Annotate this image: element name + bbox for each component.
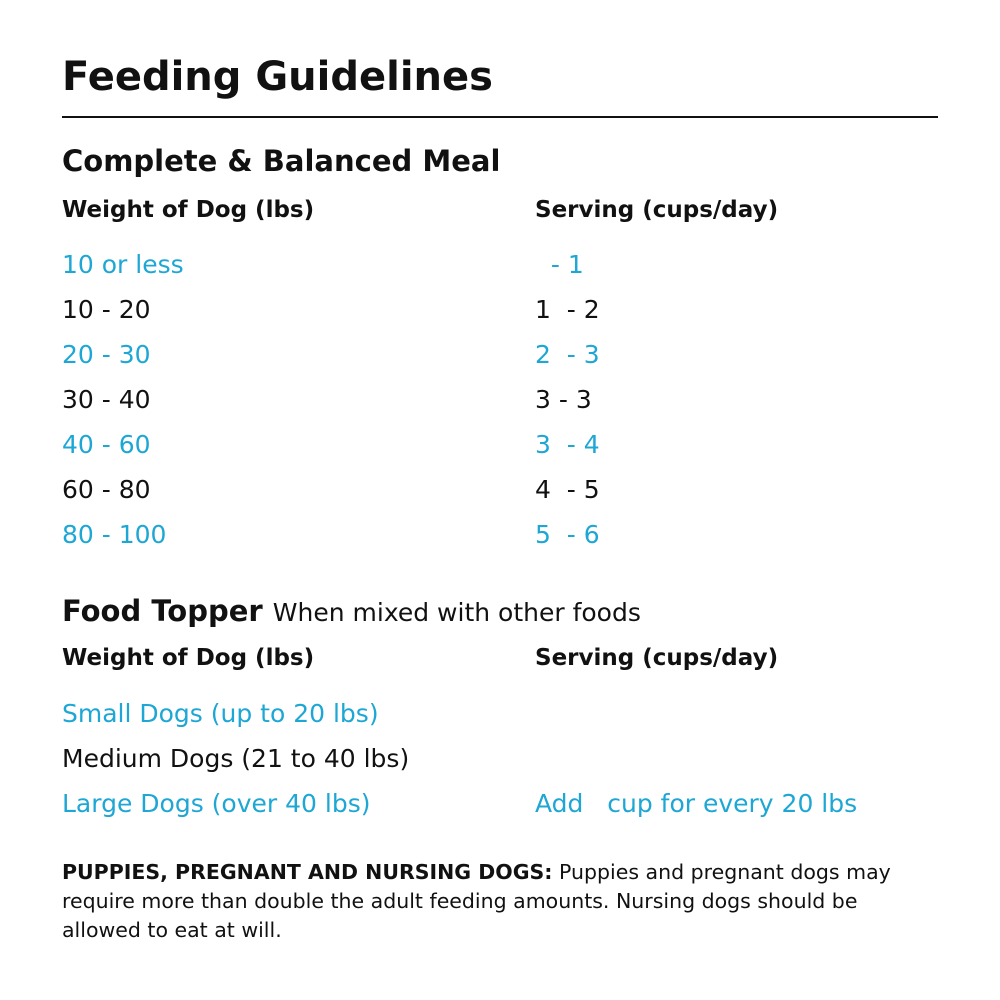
- topper-col-weight: Weight of Dog (lbs): [62, 645, 315, 671]
- meal-row-serving: 2 - 3: [535, 340, 600, 369]
- footnote-text: Puppies and pregnant dogs may require mo…: [62, 860, 891, 942]
- meal-row-weight: 80 - 100: [62, 520, 167, 549]
- meal-row-serving: 4 - 5: [535, 475, 600, 504]
- meal-row-serving: 5 - 6: [535, 520, 600, 549]
- footnote: PUPPIES, PREGNANT AND NURSING DOGS: Pupp…: [62, 858, 942, 945]
- page-title: Feeding Guidelines: [62, 54, 493, 100]
- footnote-label: PUPPIES, PREGNANT AND NURSING DOGS:: [62, 860, 553, 884]
- topper-row-serving: Add cup for every 20 lbs: [535, 789, 858, 818]
- topper-row-weight: Small Dogs (up to 20 lbs): [62, 699, 379, 728]
- meal-row-weight: 40 - 60: [62, 430, 151, 459]
- meal-col-weight: Weight of Dog (lbs): [62, 197, 315, 223]
- topper-heading: Food Topper When mixed with other foods: [62, 594, 641, 628]
- meal-heading: Complete & Balanced Meal: [62, 144, 501, 178]
- divider: [62, 116, 938, 118]
- meal-row-serving: 3 - 4: [535, 430, 600, 459]
- meal-row-serving: 3 - 3: [535, 385, 592, 414]
- meal-row-serving: 1 - 2: [535, 295, 600, 324]
- meal-row-weight: 10 - 20: [62, 295, 151, 324]
- meal-col-serving: Serving (cups/day): [535, 197, 779, 223]
- topper-row-weight: Large Dogs (over 40 lbs): [62, 789, 371, 818]
- meal-row-serving: - 1: [535, 250, 584, 279]
- topper-subtitle: When mixed with other foods: [272, 598, 641, 627]
- topper-col-serving: Serving (cups/day): [535, 645, 779, 671]
- topper-title: Food Topper: [62, 594, 263, 628]
- topper-row-weight: Medium Dogs (21 to 40 lbs): [62, 744, 410, 773]
- meal-row-weight: 20 - 30: [62, 340, 151, 369]
- meal-row-weight: 30 - 40: [62, 385, 151, 414]
- meal-row-weight: 10 or less: [62, 250, 184, 279]
- meal-row-weight: 60 - 80: [62, 475, 151, 504]
